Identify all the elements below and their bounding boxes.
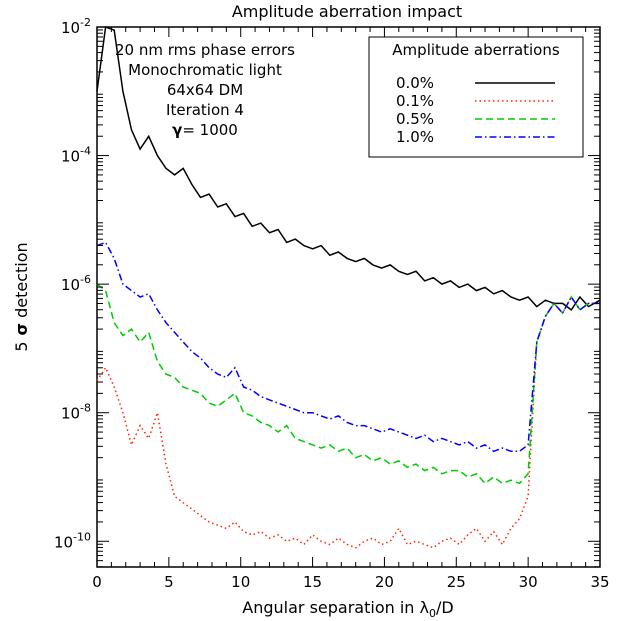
legend-label-3: 1.0% [396, 128, 434, 146]
chart-title: Amplitude aberration impact [232, 2, 462, 21]
x-tick-label-6: 30 [519, 573, 538, 591]
annotation-dm: 64x64 DM [167, 81, 243, 99]
y-tick-label-3: 10-8 [61, 402, 91, 423]
legend: Amplitude aberrations 0.0% 0.1% 0.5% 1.0… [368, 36, 584, 158]
annotation-gamma: γ= 1000 [172, 121, 238, 139]
x-tick-label-3: 15 [303, 573, 322, 591]
annotation-light: Monochromatic light [128, 61, 282, 79]
legend-entry-1: 0.1% [396, 92, 555, 110]
x-axis-ticks: 0 5 10 15 20 25 30 35 [92, 27, 610, 591]
series-line-3 [96, 241, 600, 453]
annotation-iteration: Iteration 4 [166, 101, 244, 119]
y-tick-label-1: 10-4 [61, 145, 91, 166]
legend-title: Amplitude aberrations [392, 41, 560, 59]
legend-entry-0: 0.0% [396, 74, 555, 92]
y-tick-label-2: 10-6 [61, 273, 91, 294]
y-tick-label-0: 10-2 [61, 16, 91, 37]
series-line-0 [96, 25, 601, 311]
x-tick-label-2: 10 [231, 573, 250, 591]
y-axis-label: 5σ detection [12, 242, 31, 351]
legend-entry-3: 1.0% [396, 128, 555, 146]
x-tick-label-5: 25 [447, 573, 466, 591]
x-tick-label-7: 35 [590, 573, 609, 591]
legend-label-1: 0.1% [396, 92, 434, 110]
annotation-phase-errors: 20 nm rms phase errors [115, 41, 295, 59]
x-tick-label-4: 20 [375, 573, 394, 591]
series-line-1 [96, 295, 600, 549]
x-tick-label-1: 5 [164, 573, 174, 591]
y-tick-label-4: 10-10 [54, 530, 91, 551]
series-line-2 [96, 283, 600, 485]
legend-label-0: 0.0% [396, 74, 434, 92]
plot-area: 0 5 10 15 20 25 30 35 10-2 10-4 10-6 10-8 10-10 [54, 16, 610, 591]
legend-entry-2: 0.5% [396, 110, 555, 128]
plot-frame [96, 26, 601, 568]
x-tick-label-0: 0 [92, 573, 102, 591]
annotation-block: 20 nm rms phase errors Monochromatic lig… [115, 41, 295, 139]
x-axis-label: Angular separation in λ0/D [242, 598, 453, 620]
legend-label-2: 0.5% [396, 110, 434, 128]
y-axis-ticks: 10-2 10-4 10-6 10-8 10-10 [54, 16, 600, 568]
series-group [96, 25, 601, 549]
